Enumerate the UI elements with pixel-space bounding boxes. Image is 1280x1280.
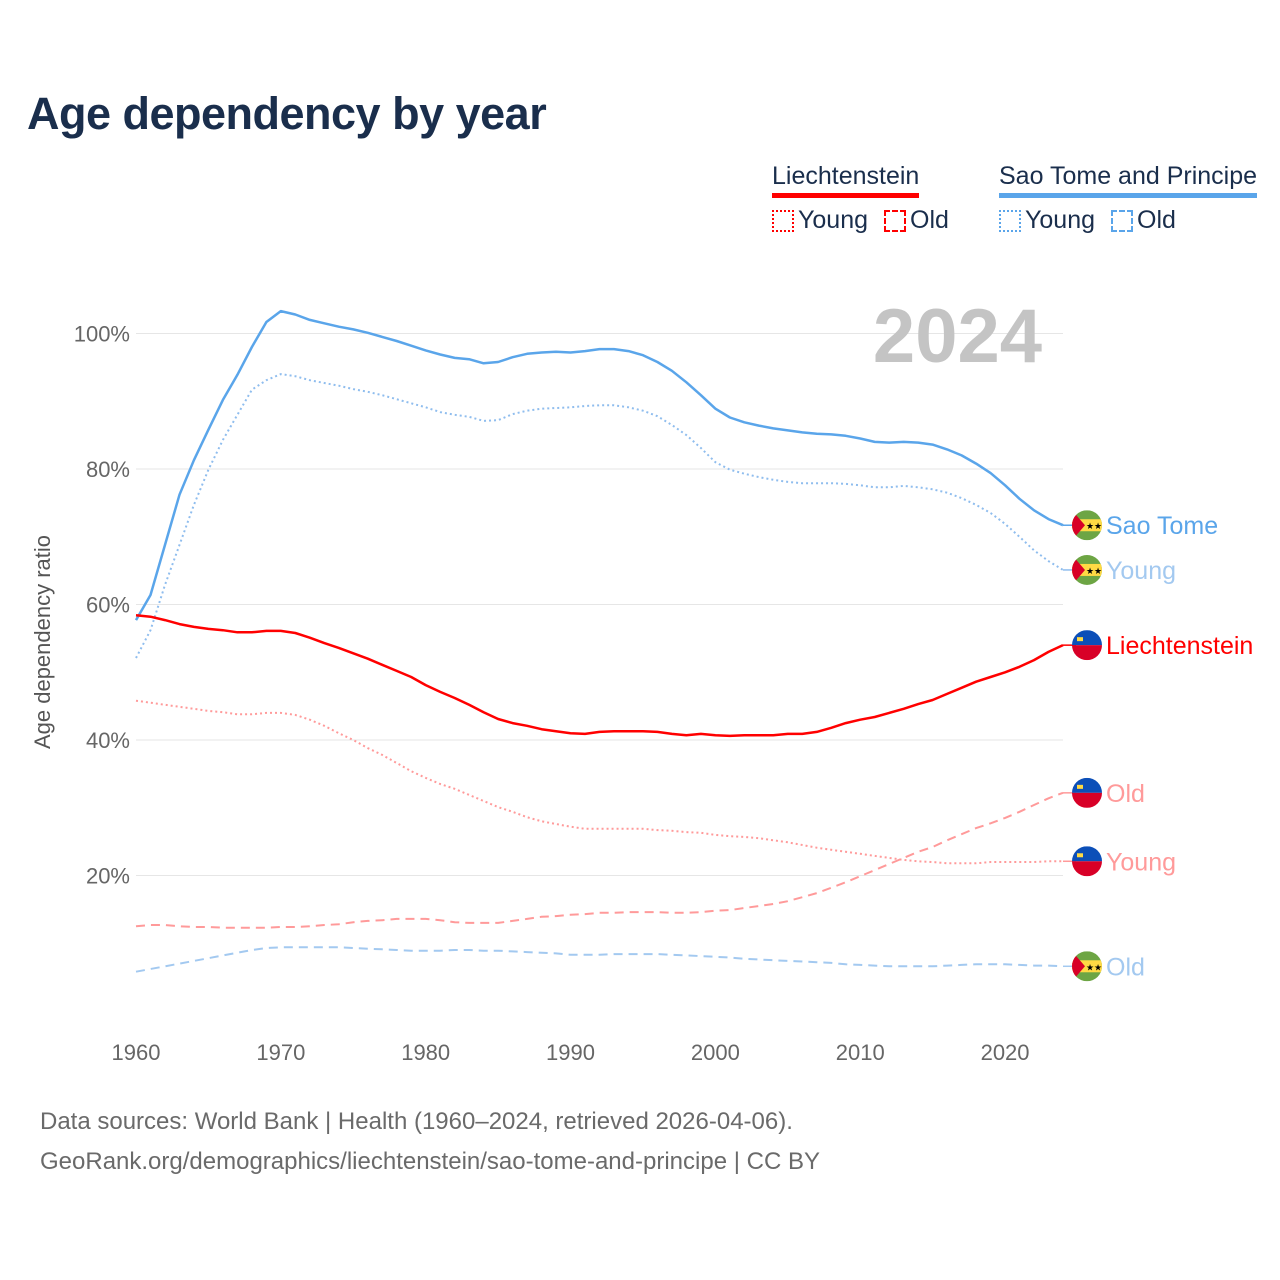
x-tick-label: 2020 xyxy=(981,1040,1030,1065)
x-tick-label: 1980 xyxy=(401,1040,450,1065)
flag-stripe xyxy=(1072,645,1102,661)
liechtenstein-flag-icon xyxy=(1072,846,1102,877)
end-label: Young xyxy=(1106,557,1176,585)
star-icon: ★★ xyxy=(1086,566,1102,576)
flag-stripe xyxy=(1072,792,1102,808)
x-tick-label: 2010 xyxy=(836,1040,885,1065)
flag-body: ★★ xyxy=(1072,510,1102,541)
series-line xyxy=(135,699,1063,865)
star-icon: ★★ xyxy=(1086,521,1102,531)
liechtenstein-flag-icon xyxy=(1072,777,1102,808)
y-tick-label: 40% xyxy=(86,728,130,753)
x-tick-label: 2000 xyxy=(691,1040,740,1065)
legend-country-label: Sao Tome and Principe xyxy=(999,162,1258,198)
flag-body xyxy=(1072,777,1102,808)
end-label: Sao Tome xyxy=(1106,512,1218,540)
chart-title: Age dependency by year xyxy=(27,88,547,139)
legend-liechtenstein: Liechtenstein Young Old xyxy=(772,162,949,235)
legend-item-label: Young xyxy=(1025,206,1095,234)
legend-item-label: Old xyxy=(910,206,949,234)
x-tick-label: 1970 xyxy=(256,1040,305,1065)
y-tick-label: 20% xyxy=(86,864,130,889)
crown-icon xyxy=(1077,853,1083,858)
flag-triangle xyxy=(1072,554,1085,585)
legend-item-old: Old xyxy=(1111,206,1176,235)
liechtenstein-flag-icon xyxy=(1072,630,1102,661)
flag-stripe xyxy=(1072,630,1102,646)
flag-triangle xyxy=(1072,510,1085,541)
legend-item-label: Young xyxy=(798,206,868,234)
dashed-swatch-icon xyxy=(1111,209,1133,232)
x-tick-label: 1960 xyxy=(112,1040,161,1065)
flag-body: ★★ xyxy=(1072,554,1102,585)
series-line xyxy=(135,946,1064,973)
y-tick-label: 60% xyxy=(86,593,130,618)
flag-stripe xyxy=(1072,777,1102,793)
sao-tome-flag-icon: ★★ xyxy=(1072,951,1102,982)
end-label: Young xyxy=(1106,848,1176,876)
legend-item-young: Young xyxy=(999,206,1095,235)
legend-item-old: Old xyxy=(884,206,949,235)
sao-tome-flag-icon: ★★ xyxy=(1072,554,1102,585)
flag-stripe xyxy=(1072,846,1102,862)
y-tick-label: 80% xyxy=(86,457,130,482)
flag-stripe xyxy=(1072,861,1102,877)
flag-body xyxy=(1072,846,1102,877)
series-line xyxy=(135,614,1064,738)
sao-tome-flag-icon: ★★ xyxy=(1072,510,1102,541)
crown-icon xyxy=(1077,784,1083,789)
source-url: GeoRank.org/demographics/liechtenstein/s… xyxy=(40,1148,820,1175)
flag-body xyxy=(1072,630,1102,661)
end-label: Old xyxy=(1106,953,1145,981)
series-line xyxy=(135,791,1064,929)
legend-item-young: Young xyxy=(772,206,868,235)
x-tick-label: 1990 xyxy=(546,1040,595,1065)
star-icon: ★★ xyxy=(1086,962,1102,972)
year-watermark: 2024 xyxy=(873,294,1042,379)
legend-item-label: Old xyxy=(1137,206,1176,234)
y-axis-label: Age dependency ratio xyxy=(30,535,55,749)
flag-body: ★★ xyxy=(1072,951,1102,982)
dotted-swatch-icon xyxy=(772,209,794,232)
legend-sao-tome: Sao Tome and Principe Young Old xyxy=(999,162,1258,235)
dotted-swatch-icon xyxy=(999,209,1021,232)
source-line: Data sources: World Bank | Health (1960–… xyxy=(40,1108,793,1135)
series-line xyxy=(134,309,1064,621)
y-tick-label: 100% xyxy=(74,322,130,347)
dashed-swatch-icon xyxy=(884,209,906,232)
end-label: Liechtenstein xyxy=(1106,632,1253,660)
end-label: Old xyxy=(1106,780,1145,808)
legend-country-label: Liechtenstein xyxy=(772,162,920,198)
series-line xyxy=(135,373,1064,659)
flag-triangle xyxy=(1072,951,1085,982)
crown-icon xyxy=(1077,637,1083,642)
